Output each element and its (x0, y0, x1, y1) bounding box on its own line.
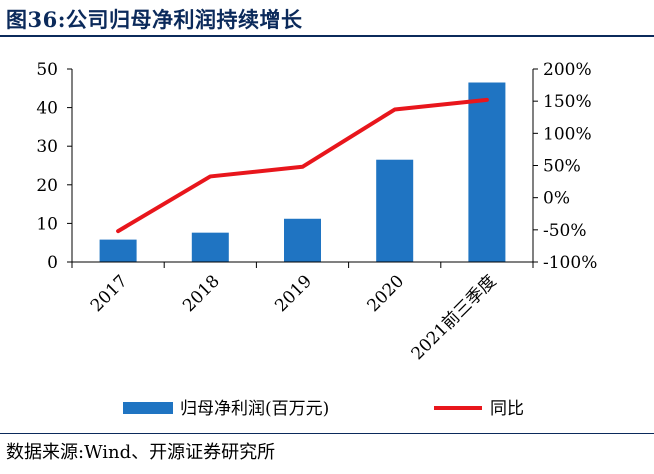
right-tick-label: 0% (543, 189, 570, 209)
bar-series (99, 82, 506, 262)
bar-2017 (99, 239, 137, 262)
chart-legend: 归母净利润(百万元) 同比 (123, 399, 524, 419)
bar-2019 (284, 218, 321, 262)
right-tick-label: 100% (543, 124, 592, 144)
title-rule (0, 35, 654, 37)
left-tick-label: 30 (36, 137, 58, 157)
right-tick-label: 200% (543, 60, 592, 80)
right-tick-label: 50% (543, 157, 581, 177)
right-tick-label: -50% (543, 221, 587, 241)
bar-2018 (191, 232, 229, 262)
line-series (116, 97, 489, 234)
left-tick-label: 20 (36, 176, 58, 196)
legend-label-bar: 归母净利润(百万元) (180, 399, 329, 419)
x-tick-label: 2017 (87, 271, 132, 316)
right-tick-label: 150% (543, 92, 592, 112)
x-tick-label: 2020 (364, 271, 409, 316)
x-tick-label: 2019 (271, 271, 316, 316)
yoy-line (116, 97, 489, 234)
left-tick-label: 50 (36, 60, 58, 80)
bar-2020 (376, 159, 414, 262)
chart-axes: 0 10 20 30 40 50 -100% -50% 0% 50% 100% 150% 200% 201… (36, 60, 597, 364)
bar-2021前三季度 (468, 82, 506, 262)
legend-label-line: 同比 (490, 399, 524, 419)
x-tick-label: 2021前三季度 (408, 271, 501, 364)
x-tick-label: 2018 (179, 271, 224, 316)
source-note: 数据来源:Wind、开源证券研究所 (6, 442, 276, 463)
figure-title: 图36:公司归母净利润持续增长 (6, 7, 303, 32)
right-tick-label: -100% (543, 253, 597, 273)
legend-swatch-bar (123, 402, 173, 414)
source-rule (0, 433, 654, 434)
left-tick-label: 40 (36, 99, 58, 119)
left-tick-label: 0 (47, 253, 58, 273)
left-tick-label: 10 (36, 214, 58, 234)
